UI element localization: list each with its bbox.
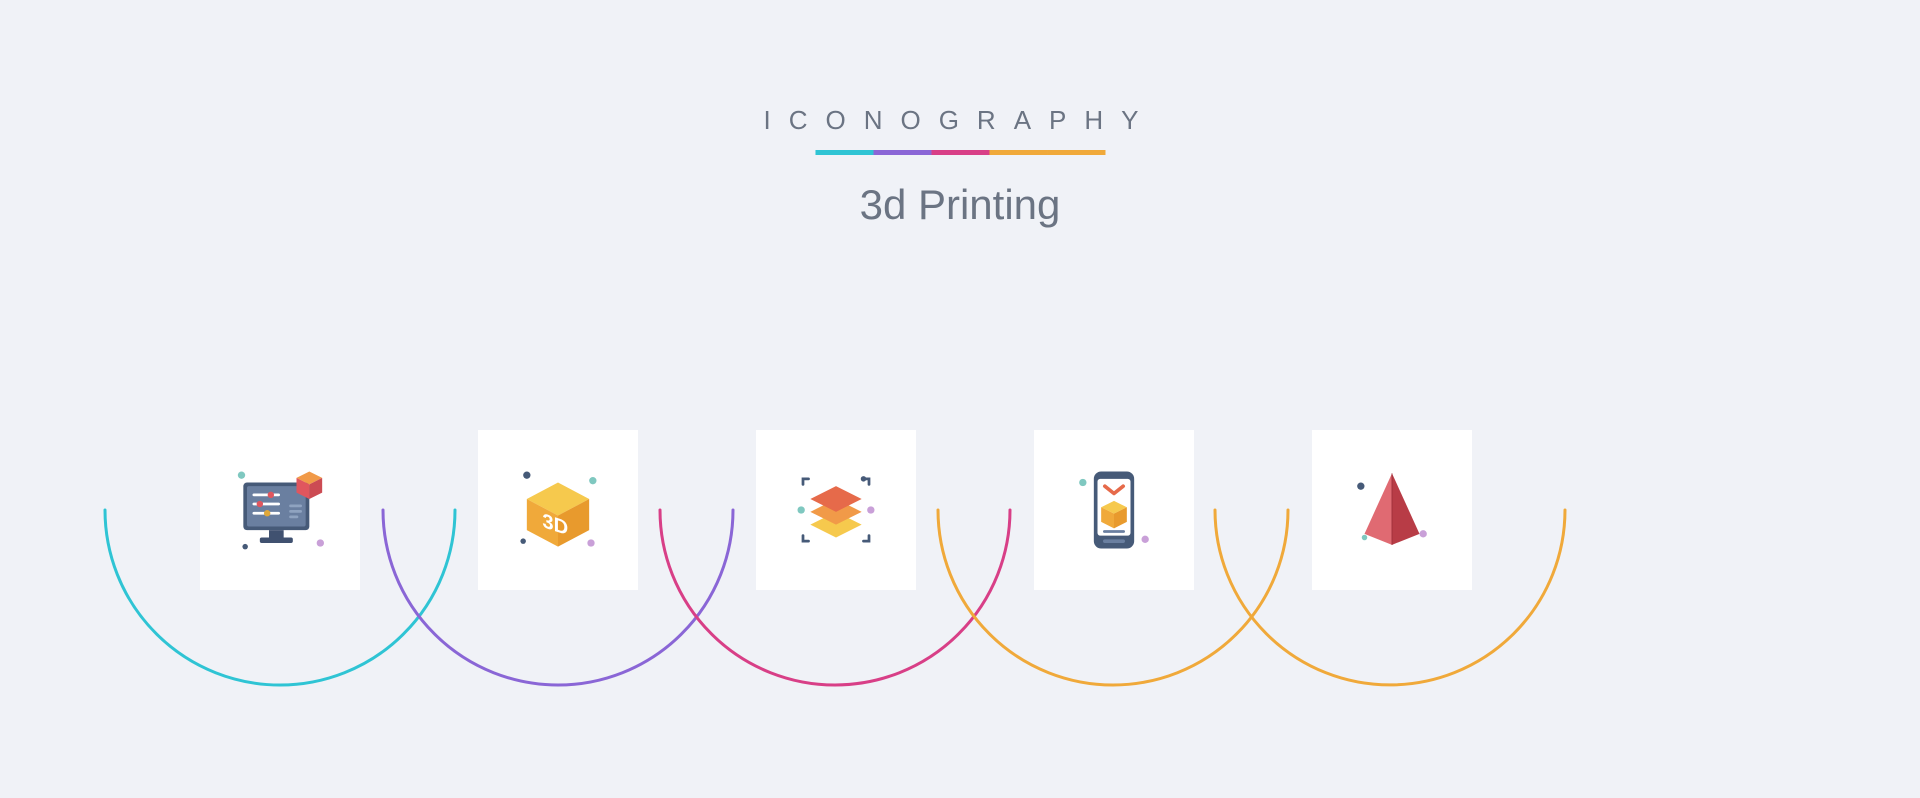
underline-seg-5 <box>1047 150 1105 155</box>
icon-card-4 <box>1034 430 1194 590</box>
computer-cube-icon <box>225 455 335 565</box>
underline-seg-3 <box>931 150 989 155</box>
underline-seg-1 <box>815 150 873 155</box>
pyramid-icon <box>1337 455 1447 565</box>
phone-box-icon <box>1059 455 1169 565</box>
underline-seg-4 <box>989 150 1047 155</box>
icon-card-1 <box>200 430 360 590</box>
icon-card-3 <box>756 430 916 590</box>
icons-row: 3D <box>0 430 1920 610</box>
header-block: ICONOGRAPHY 3d Printing <box>763 105 1156 229</box>
underline-seg-2 <box>873 150 931 155</box>
brand-title: ICONOGRAPHY <box>763 105 1156 136</box>
subtitle: 3d Printing <box>763 181 1156 229</box>
brand-underline <box>763 150 1156 155</box>
icon-card-2: 3D <box>478 430 638 590</box>
icon-card-5 <box>1312 430 1472 590</box>
layers-icon <box>781 455 891 565</box>
3d-box-icon: 3D <box>503 455 613 565</box>
